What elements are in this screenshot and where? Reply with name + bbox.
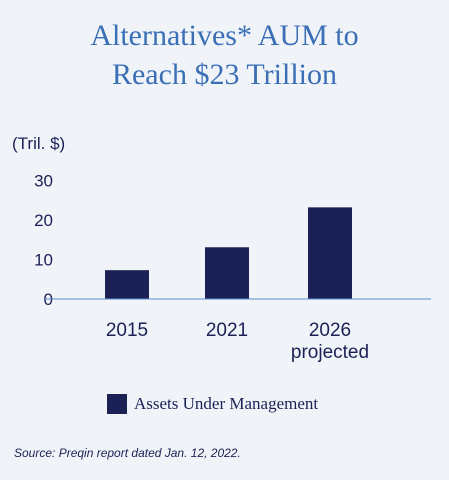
chart-title-line-2: Reach $23 Trillion [111, 58, 337, 91]
chart-title: Alternatives* AUM to Reach $23 Trillion [0, 16, 449, 94]
bar [205, 247, 249, 299]
y-tick-label: 10 [34, 251, 53, 270]
legend: Assets Under Management [107, 394, 318, 414]
x-tick-label: projected [291, 342, 369, 363]
x-tick-label: 2026 [309, 320, 351, 341]
y-axis-label: (Tril. $) [12, 134, 65, 153]
x-tick-label: 2021 [206, 320, 248, 341]
bar [105, 270, 149, 299]
source-note: Source: Preqin report dated Jan. 12, 202… [14, 446, 241, 460]
legend-swatch [107, 394, 127, 414]
legend-label: Assets Under Management [134, 394, 319, 413]
x-tick-label: 2015 [106, 320, 148, 341]
bar [308, 207, 352, 299]
y-tick-label: 20 [34, 211, 53, 230]
y-tick-label: 30 [34, 172, 53, 191]
chart-title-line-1: Alternatives* AUM to [90, 19, 359, 52]
